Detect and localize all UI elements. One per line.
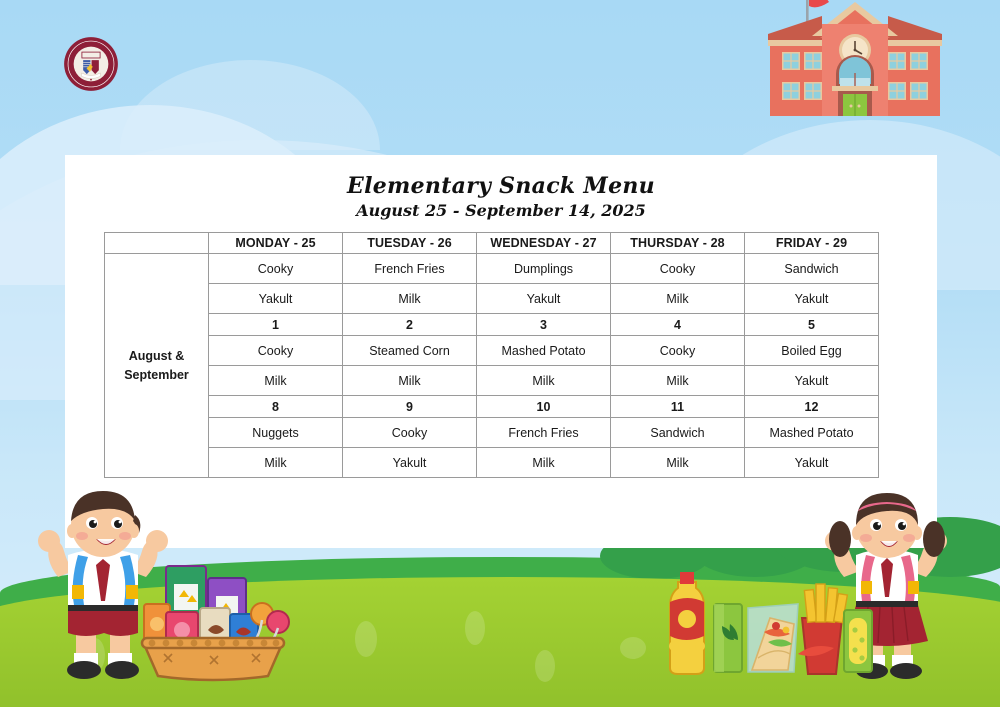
menu-panel: Elementary Snack Menu August 25 - Septem… [65, 155, 937, 548]
date-cell: 12 [744, 395, 879, 418]
month-label-line1: August & [128, 349, 185, 364]
food-cell: French Fries [342, 253, 477, 284]
table-row: Milk Yakult Milk Milk Yakult [105, 447, 879, 478]
food-cell: Mashed Potato [476, 335, 611, 366]
drink-cell: Yakult [744, 283, 879, 314]
food-cell: Cooky [208, 335, 343, 366]
day-header-thursday: THURSDAY - 28 [610, 232, 745, 254]
table-row: Nuggets Cooky French Fries Sandwich Mash… [105, 417, 879, 448]
drink-cell: Yakult [744, 365, 879, 396]
drink-cell: Yakult [342, 447, 477, 478]
day-header-wednesday: WEDNESDAY - 27 [476, 232, 611, 254]
table-row: 8 9 10 11 12 [105, 395, 879, 418]
date-cell: 1 [208, 313, 343, 336]
date-cell: 10 [476, 395, 611, 418]
grass-texture [355, 621, 377, 657]
drink-cell: Milk [342, 365, 477, 396]
date-cell: 4 [610, 313, 745, 336]
page-title: Elementary Snack Menu [347, 173, 655, 199]
drink-cell: Milk [342, 283, 477, 314]
date-cell: 2 [342, 313, 477, 336]
snack-menu-table: MONDAY - 25 TUESDAY - 26 WEDNESDAY - 27 … [104, 232, 879, 478]
food-cell: Dumplings [476, 253, 611, 284]
food-cell: Boiled Egg [744, 335, 879, 366]
food-cell: Nuggets [208, 417, 343, 448]
menu-table-wrapper: MONDAY - 25 TUESDAY - 26 WEDNESDAY - 27 … [65, 220, 937, 478]
school-logo: EST. 2002 [63, 36, 119, 92]
red-flag-icon [809, 0, 829, 8]
date-cell: 9 [342, 395, 477, 418]
day-header-tuesday: TUESDAY - 26 [342, 232, 477, 254]
drink-cell: Yakult [476, 283, 611, 314]
food-cell: Steamed Corn [342, 335, 477, 366]
date-cell: 5 [744, 313, 879, 336]
month-label-line2: September [124, 367, 189, 382]
schoolboy-illustration [18, 481, 188, 681]
grass-texture [465, 611, 485, 645]
table-header-row: MONDAY - 25 TUESDAY - 26 WEDNESDAY - 27 … [104, 232, 879, 254]
drink-cell: Milk [476, 365, 611, 396]
table-row: August & September Cooky French Fries Du… [104, 253, 879, 478]
food-cell: Cooky [610, 253, 745, 284]
food-cell: Cooky [208, 253, 343, 284]
schoolgirl-illustration [812, 481, 962, 681]
table-row: Cooky Steamed Corn Mashed Potato Cooky B… [105, 335, 879, 366]
drink-cell: Yakult [208, 283, 343, 314]
grass-texture [620, 637, 646, 659]
month-label-cell: August & September [104, 253, 209, 478]
food-cell: Sandwich [744, 253, 879, 284]
food-cell: Sandwich [610, 417, 745, 448]
drink-cell: Milk [208, 365, 343, 396]
date-cell: 3 [476, 313, 611, 336]
day-header-monday: MONDAY - 25 [208, 232, 343, 254]
date-cell: 11 [610, 395, 745, 418]
drink-cell: Milk [610, 365, 745, 396]
date-range: August 25 - September 14, 2025 [356, 201, 646, 220]
day-header-friday: FRIDAY - 29 [744, 232, 879, 254]
drink-cell: Milk [208, 447, 343, 478]
drink-cell: Milk [476, 447, 611, 478]
table-row: 1 2 3 4 5 [105, 313, 879, 336]
drink-cell: Yakult [744, 447, 879, 478]
drink-cell: Milk [610, 283, 745, 314]
date-cell: 8 [208, 395, 343, 418]
snack-basket-illustration [138, 564, 290, 682]
food-cell: French Fries [476, 417, 611, 448]
corner-cell [104, 232, 209, 254]
food-cell: Mashed Potato [744, 417, 879, 448]
table-row: Milk Milk Milk Milk Yakult [105, 365, 879, 396]
snack-foods-illustration [669, 562, 873, 677]
svg-text:EST. 2002: EST. 2002 [84, 81, 99, 85]
grass-texture [535, 650, 555, 682]
drink-cell: Milk [610, 447, 745, 478]
table-row: Yakult Milk Yakult Milk Yakult [105, 283, 879, 314]
schoolhouse-illustration [760, 0, 950, 124]
food-cell: Cooky [342, 417, 477, 448]
food-cell: Cooky [610, 335, 745, 366]
title-block: Elementary Snack Menu August 25 - Septem… [65, 155, 937, 220]
